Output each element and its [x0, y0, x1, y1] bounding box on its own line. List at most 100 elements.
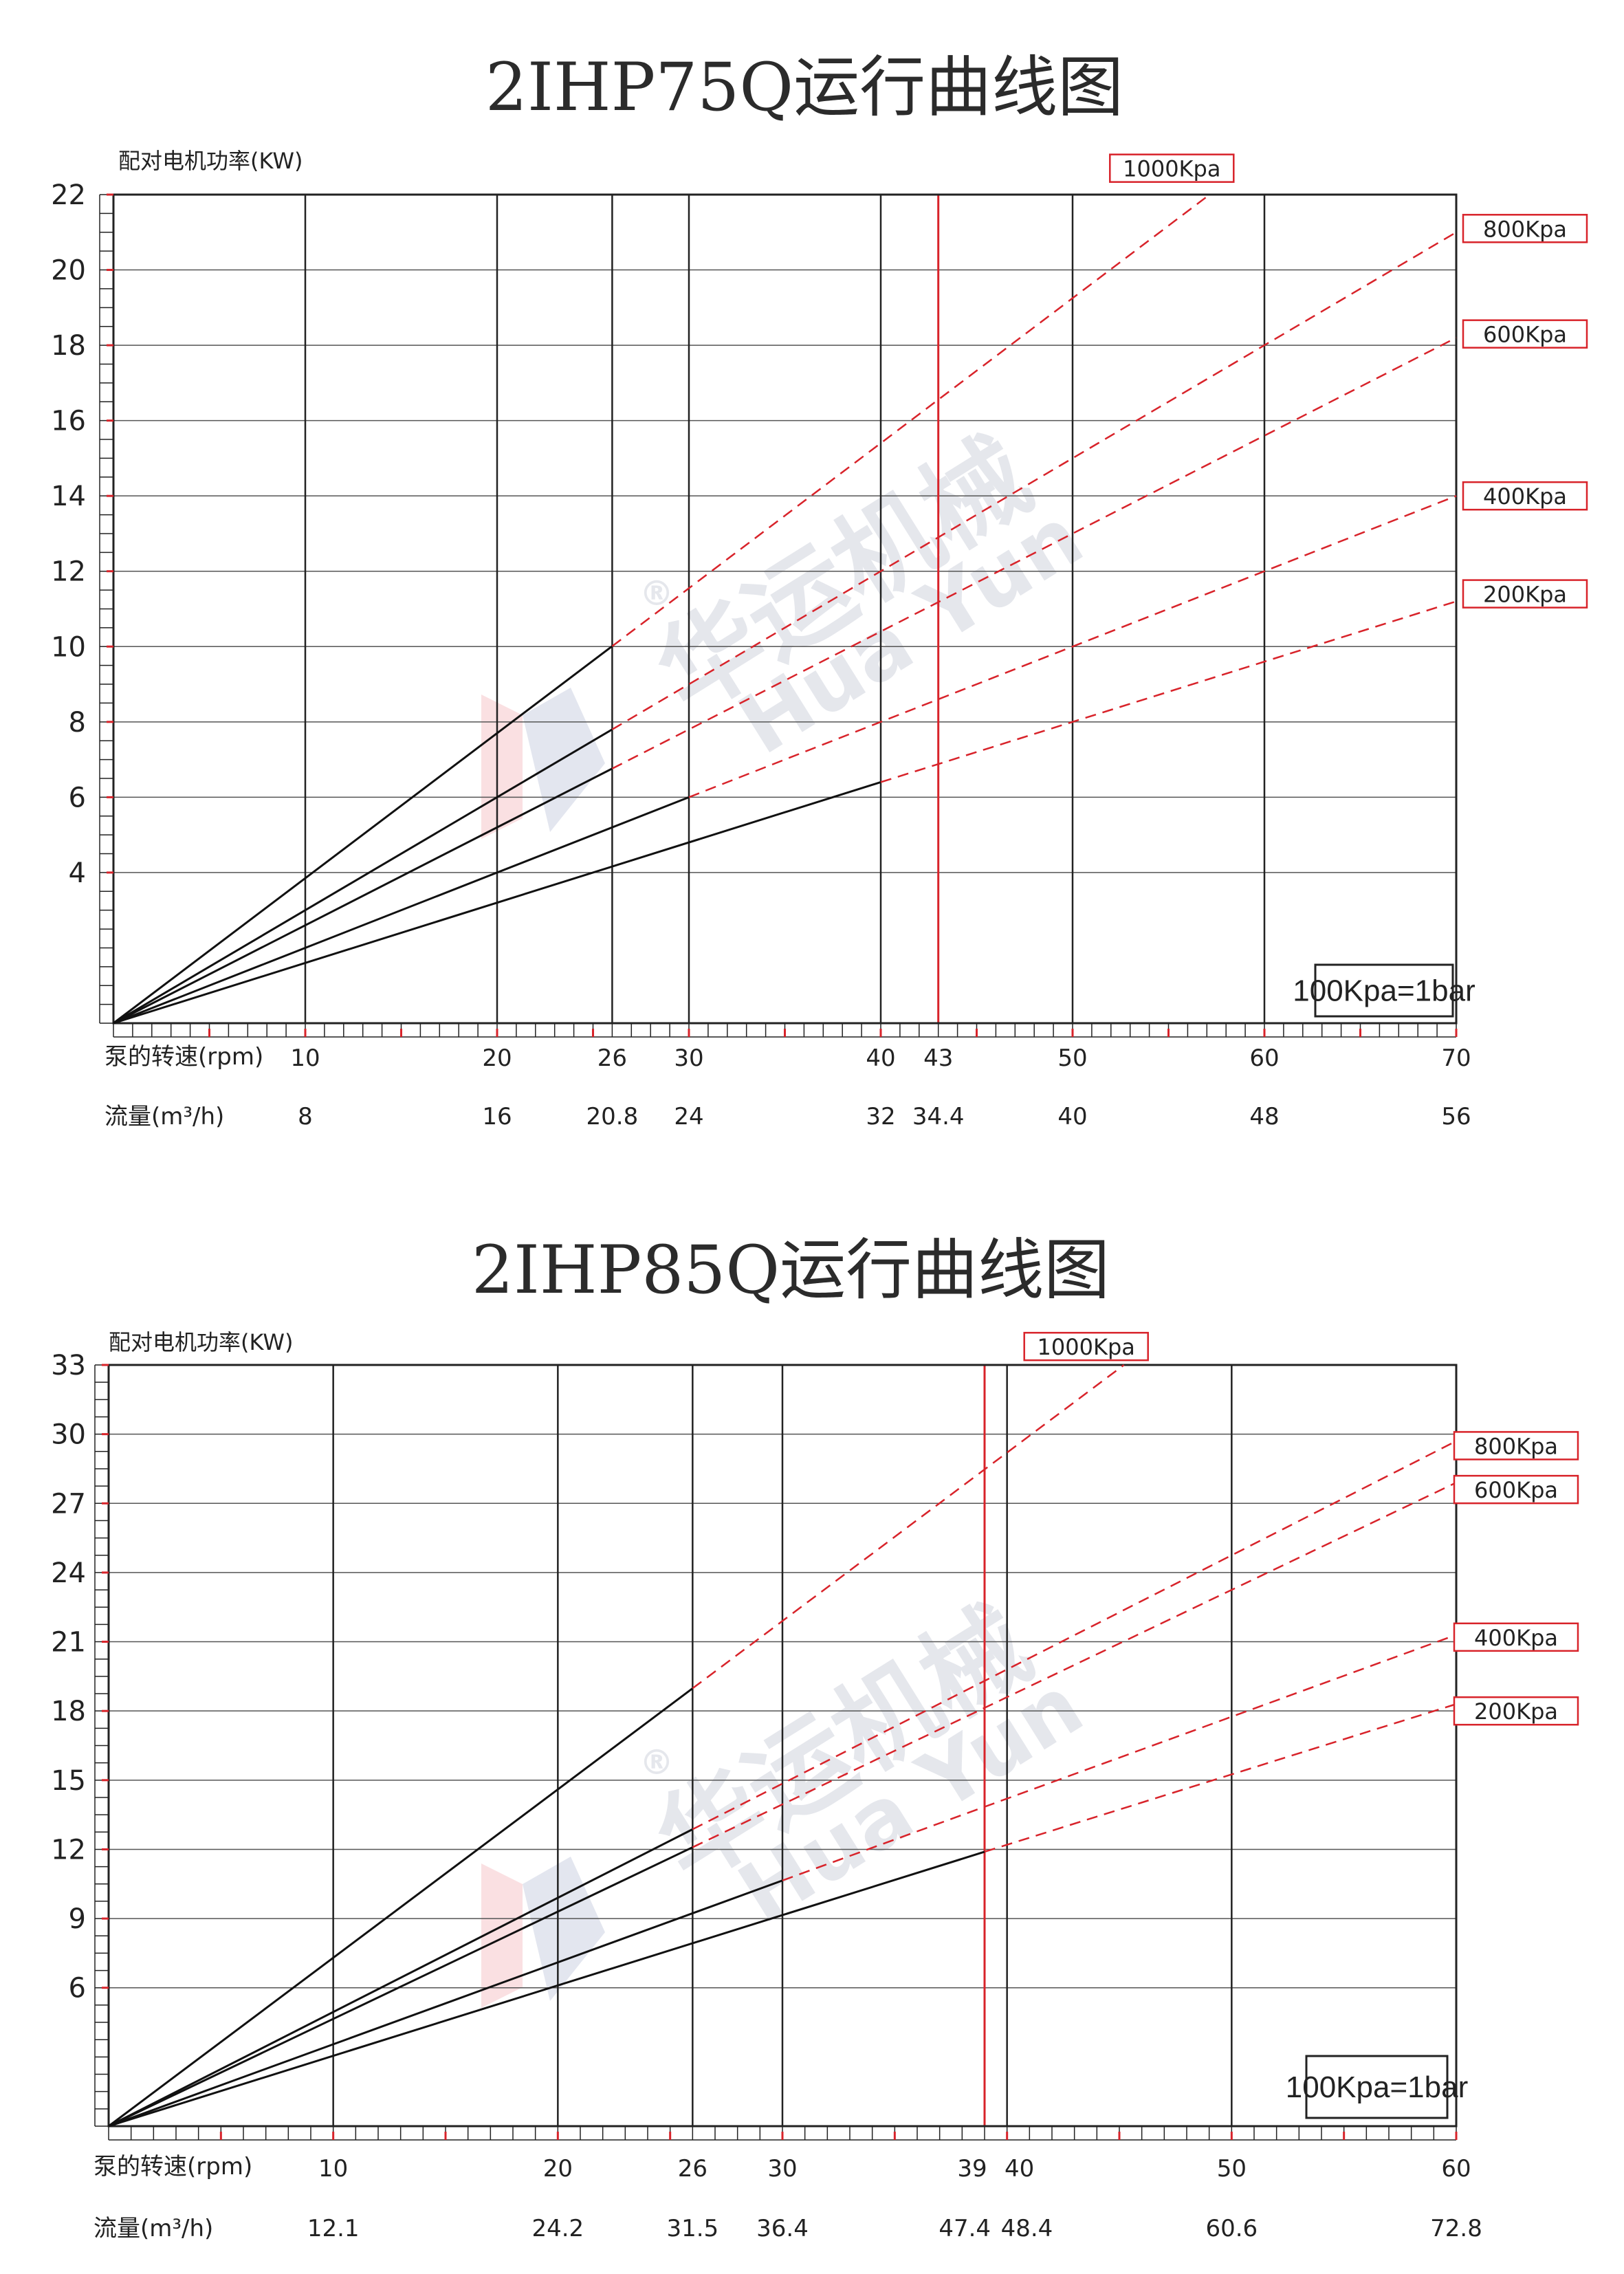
- chart2-note-text: 100Kpa=1bar: [1286, 2070, 1468, 2104]
- chart2-flow-tick-label: 48.4: [1001, 2215, 1053, 2242]
- chart2-ytick-label: 9: [69, 1903, 86, 1935]
- chart2-flow-tick-label: 47.4: [939, 2215, 991, 2242]
- chart1-rpm-tick-label: 40: [866, 1045, 895, 1072]
- chart2-series-1000Kpa-solid: [108, 1687, 694, 2128]
- chart1-series-label-box: [1462, 481, 1588, 511]
- chart2-series-600Kpa-dashed: [692, 1481, 1457, 1848]
- chart1-note-box: [1314, 963, 1454, 1018]
- chart1-series-label: 400Kpa: [1483, 483, 1567, 510]
- watermark-logo-mark-2: [523, 688, 605, 832]
- chart2-rpm-tick-label: 10: [318, 2155, 348, 2183]
- chart1-rpm-tick-label: 30: [674, 1045, 703, 1072]
- chart2-series-200Kpa-dashed: [984, 1703, 1457, 1853]
- chart1-series-600Kpa-dashed: [611, 337, 1457, 769]
- chart1-rpm-tick-label: 26: [597, 1045, 627, 1072]
- chart1-series-200Kpa-solid: [113, 781, 881, 1025]
- chart2-series-label: 600Kpa: [1474, 1477, 1558, 1503]
- chart1-rpm-tick-label: 10: [290, 1045, 320, 1072]
- watermark-logo-mark: [481, 695, 523, 839]
- plot-area-chart2: 6 9 12 15 18 21 24 27 30 33 10 12.1 20 24.2 26 31.5 30 36…: [51, 1331, 1579, 2242]
- chart1-ytick-label: 18: [51, 330, 86, 362]
- chart1-rpm-tick-label: 70: [1441, 1045, 1471, 1072]
- chart2-series-label-box: [1453, 1431, 1579, 1461]
- chart1-rpm-tick-label: 43: [923, 1045, 953, 1072]
- chart1-ytick-label: 14: [51, 481, 86, 512]
- chart2-ytick-label: 12: [51, 1834, 86, 1866]
- chart1-ytick-label: 10: [51, 631, 86, 663]
- chart1-series-label: 1000Kpa: [1123, 156, 1220, 182]
- chart2-flow-tick-label: 12.1: [307, 2215, 360, 2242]
- chart1-ytick-label: 6: [69, 782, 86, 813]
- chart2-flow-tick-label: 31.5: [666, 2215, 718, 2242]
- chart2-rpm-tick-label: 40: [1005, 2155, 1034, 2183]
- chart2-series-label: 400Kpa: [1474, 1625, 1558, 1651]
- chart2-series-400Kpa-dashed: [782, 1634, 1457, 1881]
- chart1-flow-tick-label: 32: [866, 1103, 895, 1130]
- x-flow-label-chart2: 流量(m³/h): [94, 2215, 213, 2242]
- chart1-flow-tick-label: 48: [1249, 1103, 1279, 1130]
- chart1-flow-tick-label: 16: [482, 1103, 512, 1130]
- chart2-ytick-label: 24: [51, 1557, 86, 1589]
- chart1-series-label-box: [1462, 319, 1588, 349]
- chart1-ytick-label: 22: [51, 179, 86, 211]
- chart2-series-label: 200Kpa: [1474, 1698, 1558, 1725]
- chart2-series-label-box: [1453, 1622, 1579, 1652]
- chart1-rpm-tick-label: 50: [1057, 1045, 1087, 1072]
- chart1-rpm-tick-label: 60: [1249, 1045, 1279, 1072]
- chart1-series-label-box: [1462, 579, 1588, 609]
- chart2-ytick-label: 27: [51, 1488, 86, 1520]
- chart1-rpm-tick-label: 20: [482, 1045, 512, 1072]
- chart2-rpm-tick-label: 39: [957, 2155, 987, 2183]
- chart2-series-400Kpa-solid: [108, 1879, 783, 2128]
- chart2-ytick-label: 18: [51, 1696, 86, 1727]
- chart2-series-label-box: [1023, 1331, 1149, 1362]
- chart1-ytick-label: 16: [51, 406, 86, 437]
- watermark-chart1: 华运机械 Hua Yun ®: [481, 416, 1099, 839]
- chart-title-2ihp75q: 2IHP75Q运行曲线图: [485, 49, 1123, 126]
- chart2-series-label-box: [1453, 1696, 1579, 1726]
- chart1-series-200Kpa-dashed: [880, 600, 1457, 783]
- chart2-series-label-box: [1453, 1474, 1579, 1505]
- chart1-flow-tick-label: 20.8: [586, 1103, 639, 1130]
- chart2-rpm-tick-label: 30: [767, 2155, 797, 2183]
- chart1-flow-tick-label: 34.4: [912, 1103, 965, 1130]
- chart1-flow-tick-label: 40: [1057, 1103, 1087, 1130]
- chart-title-2ihp85q: 2IHP85Q运行曲线图: [472, 1232, 1110, 1309]
- chart2-note-box: [1305, 2055, 1449, 2119]
- chart2-series-600Kpa-solid: [108, 1846, 693, 2128]
- chart1-series-400Kpa-dashed: [688, 495, 1457, 798]
- watermark-logo-mark-b2: [523, 1857, 605, 2001]
- chart2-ytick-label: 15: [51, 1765, 86, 1797]
- chart2-series-800Kpa-solid: [108, 1828, 694, 2128]
- y-axis-label-chart1: 配对电机功率(KW): [118, 148, 303, 174]
- chart1-note-text: 100Kpa=1bar: [1293, 974, 1475, 1008]
- chart1-ytick-label: 12: [51, 556, 86, 588]
- chart2-ytick-label: 21: [51, 1627, 86, 1659]
- chart1-ytick-label: 4: [69, 857, 86, 889]
- chart2-flow-tick-label: 60.6: [1205, 2215, 1258, 2242]
- chart1-series-label-box: [1109, 153, 1235, 183]
- chart1-series-label: 200Kpa: [1483, 582, 1567, 608]
- chart2-rpm-tick-label: 26: [678, 2155, 707, 2183]
- x-flow-label-chart1: 流量(m³/h): [105, 1103, 224, 1130]
- chart1-series-1000Kpa-solid: [113, 645, 613, 1025]
- chart2-flow-tick-label: 36.4: [756, 2215, 809, 2242]
- chart2-rpm-tick-label: 20: [543, 2155, 573, 2183]
- chart2-rpm-tick-label: 60: [1441, 2155, 1471, 2183]
- watermark-reg-mark-2: ®: [639, 1742, 674, 1782]
- watermark-logo-mark-b: [481, 1863, 523, 2008]
- chart2-flow-tick-label: 72.8: [1430, 2215, 1482, 2242]
- chart1-ytick-label: 8: [69, 707, 86, 739]
- chart2-flow-tick-label: 24.2: [531, 2215, 584, 2242]
- chart1-series-label: 600Kpa: [1483, 322, 1567, 348]
- chart2-ytick-label: 33: [51, 1350, 86, 1381]
- chart2-series-200Kpa-solid: [108, 1850, 985, 2128]
- chart1-flow-tick-label: 8: [298, 1103, 313, 1130]
- chart2-series-label: 1000Kpa: [1038, 1334, 1135, 1360]
- chart1-series-label: 800Kpa: [1483, 216, 1567, 242]
- chart2-series-label: 800Kpa: [1474, 1433, 1558, 1459]
- chart2-series-1000Kpa-dashed: [692, 1364, 1125, 1690]
- chart1-series-label-box: [1462, 214, 1588, 243]
- x-rpm-label-chart1: 泵的转速(rpm): [105, 1043, 263, 1071]
